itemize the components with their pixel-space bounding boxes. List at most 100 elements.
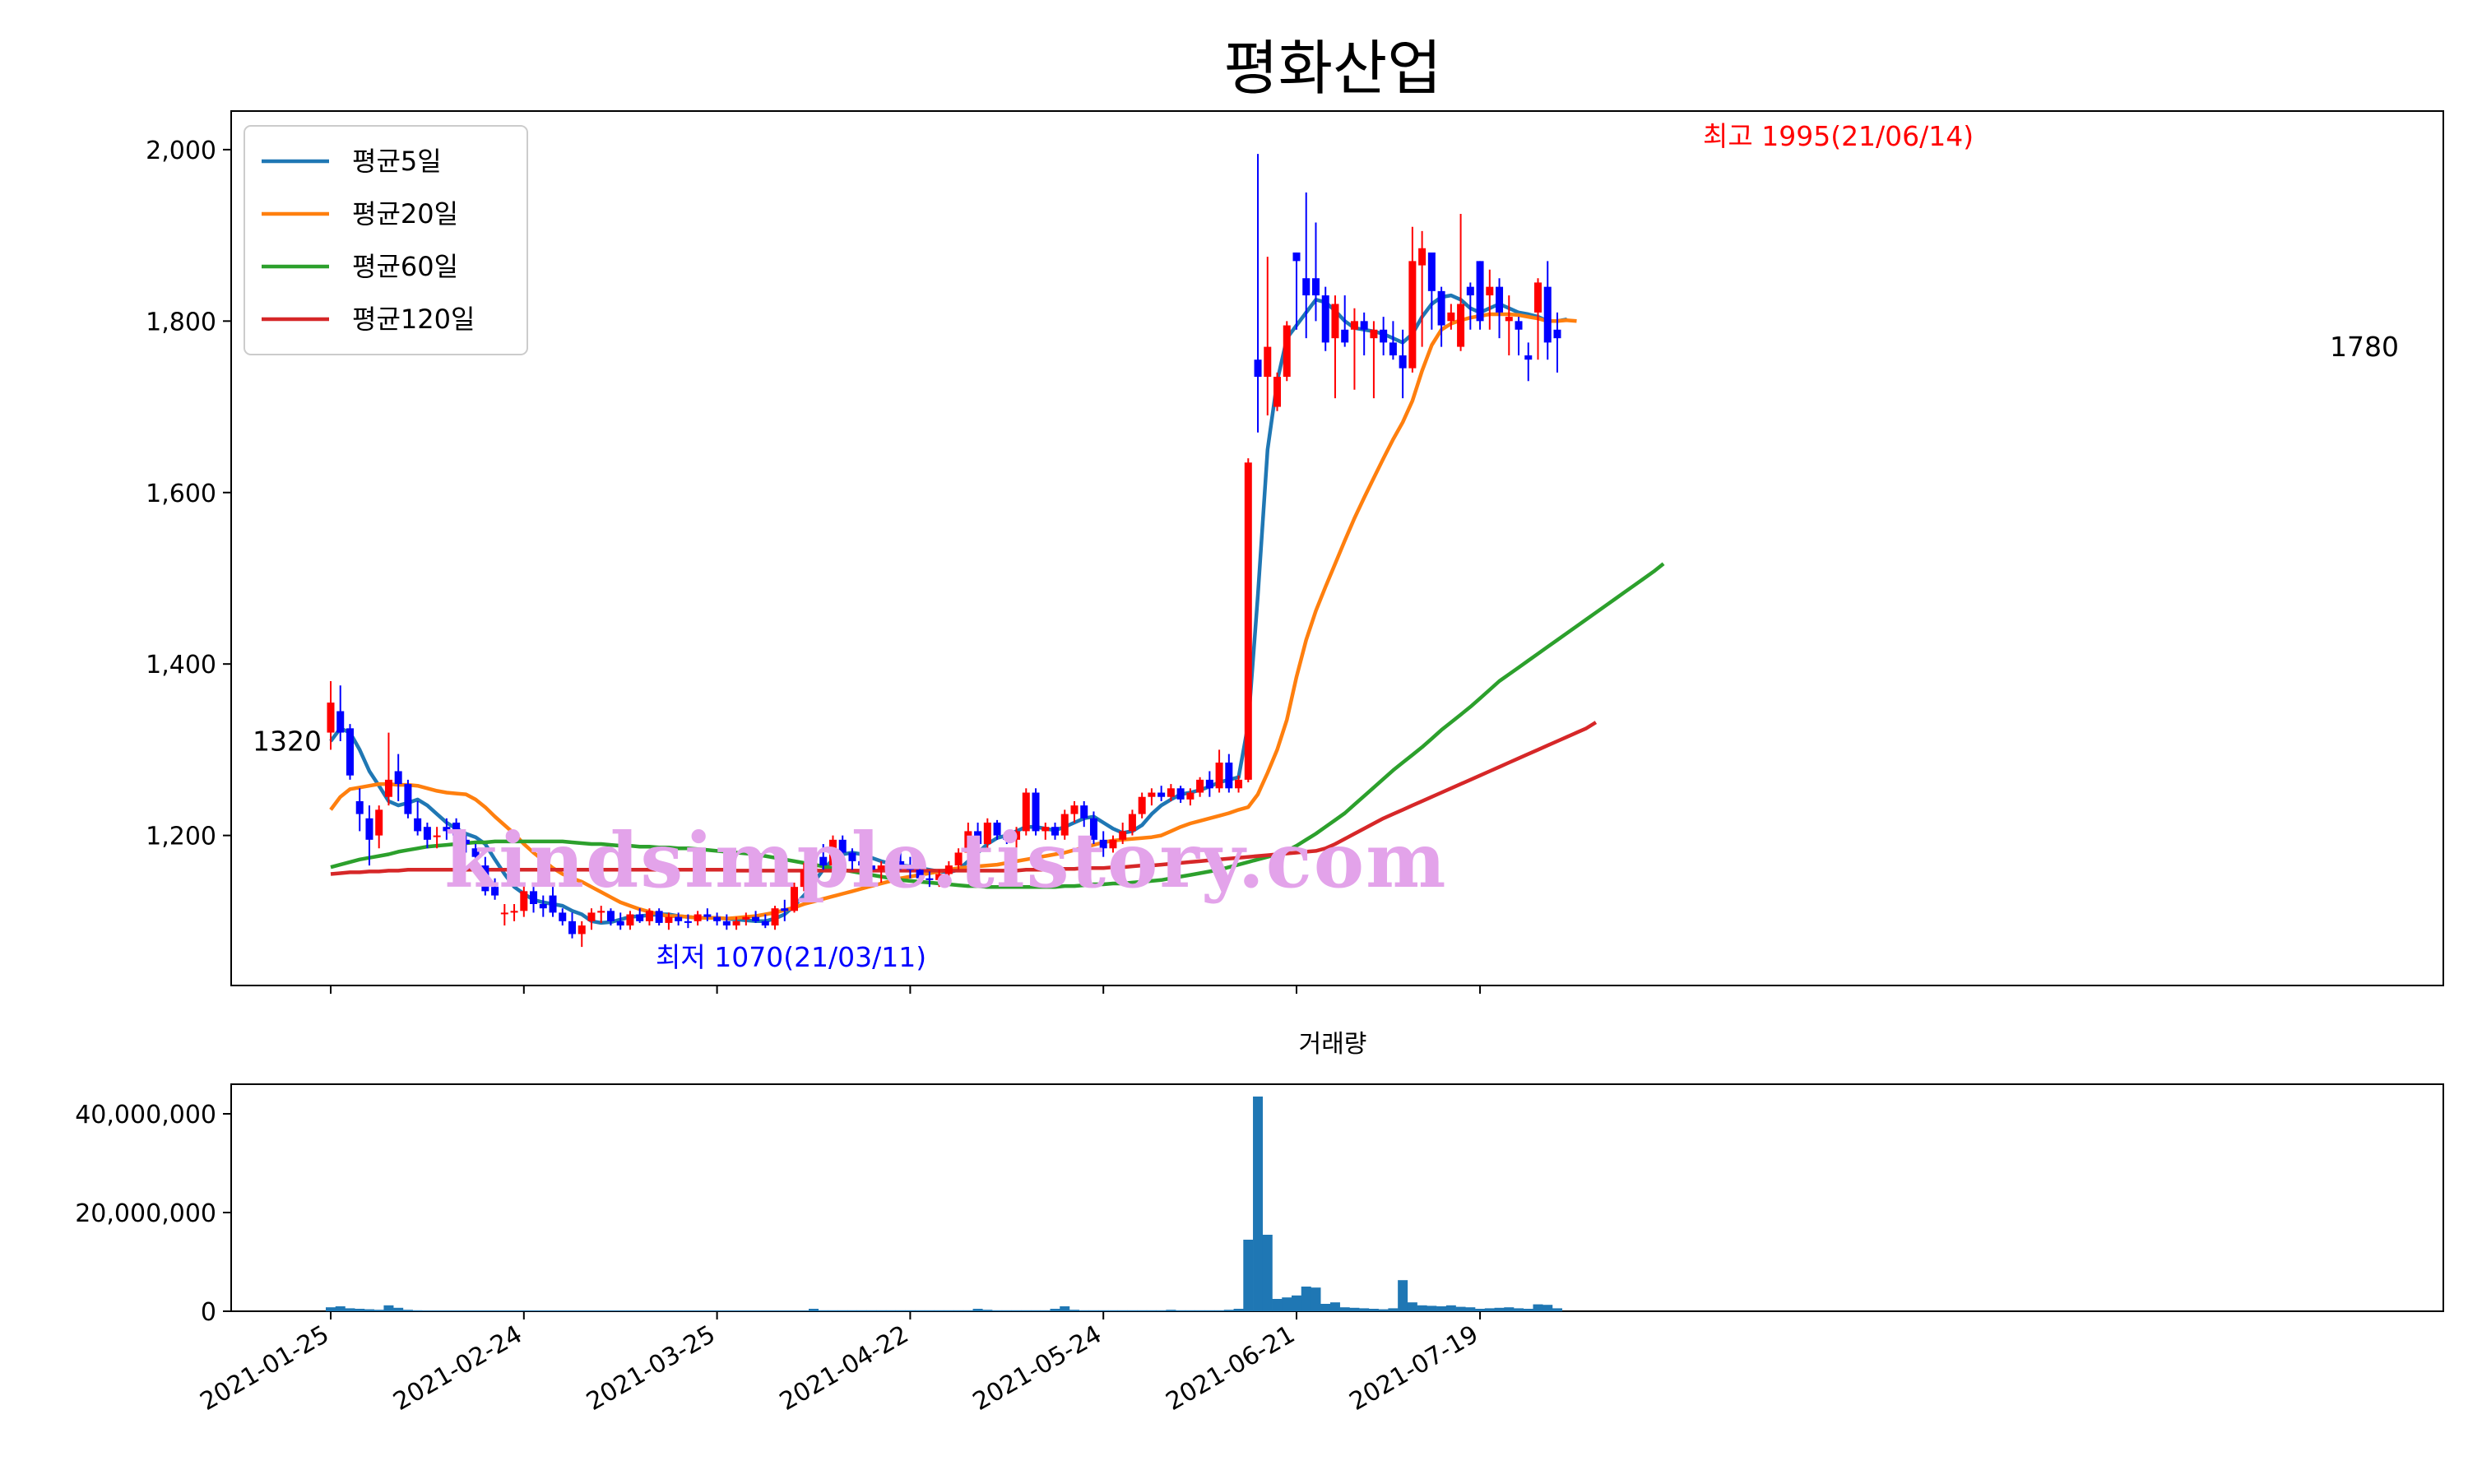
candle-body bbox=[1524, 355, 1533, 360]
volume-bar bbox=[1060, 1306, 1070, 1311]
candle-body bbox=[983, 822, 991, 845]
candle-body bbox=[722, 921, 731, 926]
x-date-tick-label: 2021-05-24 bbox=[968, 1320, 1106, 1417]
candle-body bbox=[539, 903, 547, 909]
volume-bar bbox=[528, 1310, 539, 1311]
candle-body bbox=[1119, 831, 1127, 840]
candle-body bbox=[1302, 278, 1311, 296]
candle-body bbox=[1176, 788, 1185, 800]
candle-body bbox=[675, 916, 683, 921]
volume-bar bbox=[499, 1310, 510, 1311]
candlesticks bbox=[327, 154, 1561, 948]
candle-body bbox=[1196, 779, 1204, 793]
volume-bar bbox=[644, 1310, 655, 1311]
volume-bar bbox=[471, 1310, 481, 1311]
candle-body bbox=[1505, 317, 1513, 322]
price-y-tick-label: 2,000 bbox=[146, 137, 216, 165]
candle-body bbox=[1235, 779, 1243, 789]
volume-bar bbox=[789, 1310, 800, 1311]
volume-bar bbox=[1378, 1309, 1389, 1311]
price-plot-frame bbox=[230, 110, 2444, 986]
volume-bar bbox=[1398, 1280, 1408, 1311]
candle-body bbox=[1380, 329, 1388, 343]
volume-bar bbox=[1368, 1309, 1379, 1311]
candle-body bbox=[500, 912, 508, 915]
volume-bar bbox=[1272, 1299, 1283, 1311]
volume-bar bbox=[683, 1310, 694, 1311]
price-axes: 1,200 1,400 1,600 1,800 2,000 bbox=[146, 110, 2444, 994]
volume-y-tick-label: 40,000,000 bbox=[75, 1101, 216, 1129]
volume-bar bbox=[1484, 1308, 1495, 1311]
volume-bar bbox=[1107, 1310, 1118, 1311]
candle-body bbox=[1051, 827, 1059, 836]
candle-body bbox=[443, 827, 451, 832]
volume-bar bbox=[326, 1307, 336, 1311]
volume-bar bbox=[364, 1309, 374, 1311]
candle-body bbox=[1311, 278, 1320, 296]
volume-bar bbox=[538, 1310, 549, 1311]
candle-body bbox=[655, 911, 663, 923]
volume-bar bbox=[856, 1310, 867, 1311]
volume-bar bbox=[944, 1310, 954, 1311]
volume-bar bbox=[1098, 1310, 1109, 1311]
volume-bar bbox=[895, 1310, 906, 1311]
volume-bar bbox=[480, 1310, 490, 1311]
volume-bar bbox=[818, 1310, 828, 1311]
candle-body bbox=[1138, 796, 1146, 814]
candle-body bbox=[1148, 792, 1156, 797]
candle-body bbox=[1496, 286, 1504, 313]
candle-body bbox=[1466, 286, 1474, 296]
candle-body bbox=[606, 911, 615, 921]
candle-body bbox=[1486, 286, 1494, 296]
candle-body bbox=[944, 865, 953, 874]
candle-body bbox=[810, 856, 818, 870]
volume-bar bbox=[1339, 1307, 1350, 1311]
legend-box bbox=[244, 125, 528, 355]
volume-bar bbox=[441, 1310, 452, 1311]
candle-body bbox=[414, 818, 422, 832]
candle-body bbox=[1099, 839, 1107, 849]
volume-bar bbox=[992, 1310, 1003, 1311]
candle-body bbox=[559, 912, 567, 921]
candle-body bbox=[828, 839, 837, 866]
price-y-tick-label: 1,200 bbox=[146, 823, 216, 851]
candle-body bbox=[665, 916, 673, 923]
candle-body bbox=[1292, 252, 1301, 262]
candle-body bbox=[1360, 321, 1368, 330]
volume-y-tick-label: 0 bbox=[201, 1298, 216, 1327]
ma120-line bbox=[330, 721, 1598, 876]
candle-body bbox=[1022, 792, 1030, 832]
candle-body bbox=[906, 865, 914, 870]
volume-bar bbox=[567, 1310, 578, 1311]
candle-body bbox=[1283, 325, 1291, 378]
legend-label: 평균5일 bbox=[352, 146, 442, 177]
volume-bar bbox=[1137, 1310, 1148, 1311]
volume-bar bbox=[1146, 1310, 1157, 1311]
watermark-text: kindsimple.tistory.com bbox=[444, 816, 1447, 905]
max-price-annotation: 최고 1995(21/06/14) bbox=[1703, 120, 1974, 152]
volume-bar bbox=[432, 1310, 443, 1311]
legend-label: 평균60일 bbox=[352, 251, 458, 282]
volume-bar bbox=[1504, 1307, 1515, 1311]
candle-body bbox=[684, 921, 692, 923]
volume-bar bbox=[1262, 1235, 1273, 1311]
volume-bar bbox=[345, 1308, 355, 1311]
candle-body bbox=[336, 711, 345, 733]
volume-bar bbox=[982, 1310, 993, 1311]
candle-body bbox=[365, 818, 373, 840]
volume-bar bbox=[518, 1310, 529, 1311]
candle-body bbox=[1244, 462, 1252, 780]
price-annotations: 최고 1995(21/06/14) 최저 1070(21/03/11) 1320 17… bbox=[253, 120, 2399, 973]
volume-bar bbox=[422, 1310, 433, 1311]
volume-bar bbox=[1359, 1308, 1370, 1311]
volume-chart-title: 거래량 bbox=[1299, 1030, 1367, 1059]
volume-bar bbox=[1427, 1305, 1437, 1311]
volume-bar bbox=[1050, 1309, 1060, 1311]
candle-body bbox=[587, 912, 596, 921]
volume-bar bbox=[402, 1310, 413, 1311]
candle-body bbox=[1437, 290, 1445, 326]
candle-body bbox=[1389, 342, 1397, 356]
candle-body bbox=[694, 914, 702, 921]
volume-bar bbox=[557, 1310, 568, 1311]
